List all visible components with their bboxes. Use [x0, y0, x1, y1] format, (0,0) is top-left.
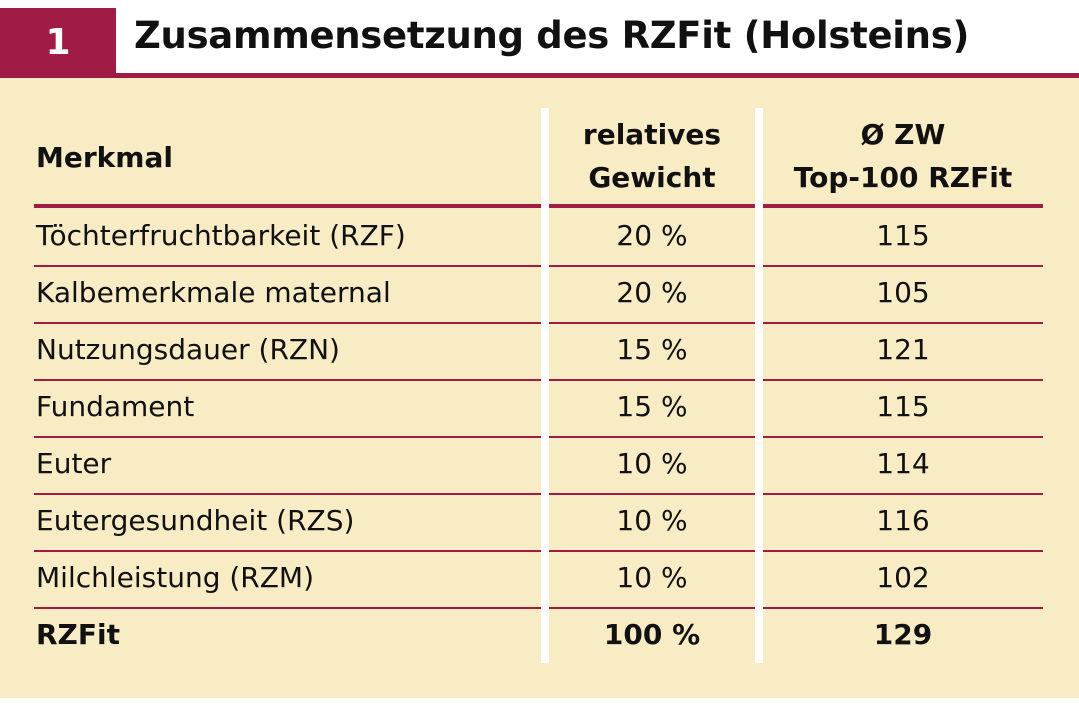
cell-gewicht: 100 %	[603, 618, 701, 651]
row-divider	[34, 493, 541, 495]
row-divider	[549, 607, 755, 609]
cell-zw: 105	[876, 276, 930, 309]
column-separator-2	[755, 108, 763, 663]
header-zw-line-2: Top-100 RZFit	[793, 161, 1013, 194]
row-divider	[763, 379, 1043, 381]
table-panel	[0, 78, 1079, 698]
row-divider	[549, 265, 755, 267]
cell-gewicht: 10 %	[616, 504, 688, 537]
row-divider	[34, 607, 541, 609]
figure-number: 1	[45, 21, 71, 63]
row-divider	[763, 436, 1043, 438]
cell-gewicht: 20 %	[616, 276, 688, 309]
row-divider	[763, 607, 1043, 609]
cell-zw: 129	[873, 618, 933, 651]
cell-gewicht: 15 %	[616, 333, 688, 366]
cell-merkmal: Töchterfruchtbarkeit (RZF)	[36, 219, 406, 252]
header-merkmal: Merkmal	[36, 141, 173, 174]
row-divider	[763, 550, 1043, 552]
row-divider	[549, 379, 755, 381]
figure-number-badge: 1	[0, 8, 116, 78]
row-divider	[763, 493, 1043, 495]
row-divider	[34, 379, 541, 381]
cell-merkmal: Milchleistung (RZM)	[36, 561, 315, 594]
column-separator-1	[541, 108, 549, 663]
cell-merkmal: Fundament	[36, 390, 195, 423]
cell-merkmal: Euter	[36, 447, 112, 480]
cell-zw: 116	[876, 504, 930, 537]
row-divider	[763, 322, 1043, 324]
row-divider	[34, 436, 541, 438]
row-divider	[549, 322, 755, 324]
cell-merkmal: RZFit	[36, 618, 120, 651]
header-weight-line-1: relatives	[582, 118, 722, 151]
row-divider	[34, 322, 541, 324]
row-divider	[763, 265, 1043, 267]
cell-zw: 115	[876, 219, 930, 252]
header-zw-line-1: Ø ZW	[860, 118, 946, 151]
row-divider	[549, 493, 755, 495]
header-rule-col3	[763, 204, 1043, 208]
cell-gewicht: 15 %	[616, 390, 688, 423]
cell-zw: 102	[876, 561, 930, 594]
cell-zw: 121	[876, 333, 930, 366]
cell-gewicht: 10 %	[616, 561, 688, 594]
row-divider	[34, 265, 541, 267]
header-rule-col1	[34, 204, 541, 208]
figure-title: Zusammensetzung des RZFit (Holsteins)	[134, 14, 970, 57]
cell-zw: 114	[876, 447, 930, 480]
title-underline	[116, 73, 1079, 78]
cell-merkmal: Nutzungsdauer (RZN)	[36, 333, 340, 366]
cell-zw: 115	[876, 390, 930, 423]
cell-merkmal: Kalbemerkmale maternal	[36, 276, 391, 309]
cell-gewicht: 10 %	[616, 447, 688, 480]
row-divider	[549, 550, 755, 552]
cell-gewicht: 20 %	[616, 219, 688, 252]
header-weight-line-2: Gewicht	[588, 161, 716, 194]
cell-merkmal: Eutergesundheit (RZS)	[36, 504, 355, 537]
row-divider	[34, 550, 541, 552]
bottom-strip	[0, 698, 1079, 707]
header-rule-col2	[549, 204, 755, 208]
figure-header: 1 Zusammensetzung des RZFit (Holsteins)	[0, 0, 1079, 78]
row-divider	[549, 436, 755, 438]
